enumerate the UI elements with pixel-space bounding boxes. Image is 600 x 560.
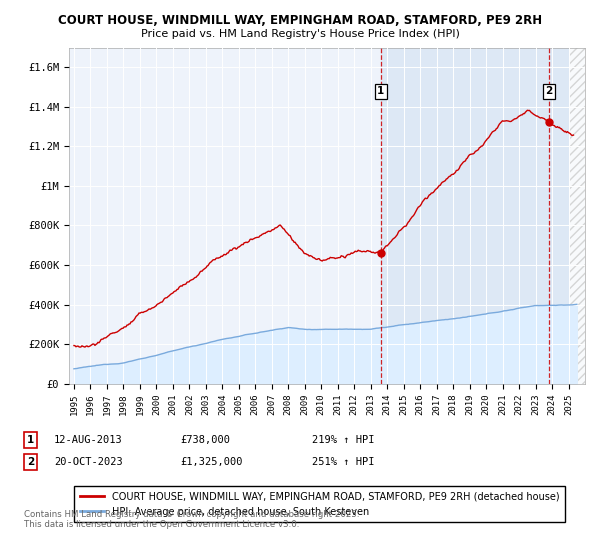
Legend: COURT HOUSE, WINDMILL WAY, EMPINGHAM ROAD, STAMFORD, PE9 2RH (detached house), H: COURT HOUSE, WINDMILL WAY, EMPINGHAM ROA… (74, 486, 565, 522)
Text: £738,000: £738,000 (180, 435, 230, 445)
Text: 1: 1 (377, 86, 385, 96)
Text: 1: 1 (27, 435, 34, 445)
Bar (381, 48, 585, 384)
Text: 219% ↑ HPI: 219% ↑ HPI (312, 435, 374, 445)
Text: 12-AUG-2013: 12-AUG-2013 (54, 435, 123, 445)
Text: 2: 2 (27, 457, 34, 467)
Text: 20-OCT-2023: 20-OCT-2023 (54, 457, 123, 467)
Text: £1,325,000: £1,325,000 (180, 457, 242, 467)
Text: 251% ↑ HPI: 251% ↑ HPI (312, 457, 374, 467)
Text: COURT HOUSE, WINDMILL WAY, EMPINGHAM ROAD, STAMFORD, PE9 2RH: COURT HOUSE, WINDMILL WAY, EMPINGHAM ROA… (58, 14, 542, 27)
Text: Price paid vs. HM Land Registry's House Price Index (HPI): Price paid vs. HM Land Registry's House … (140, 29, 460, 39)
Text: Contains HM Land Registry data © Crown copyright and database right 2025.
This d: Contains HM Land Registry data © Crown c… (24, 510, 359, 529)
Text: 2: 2 (545, 86, 553, 96)
